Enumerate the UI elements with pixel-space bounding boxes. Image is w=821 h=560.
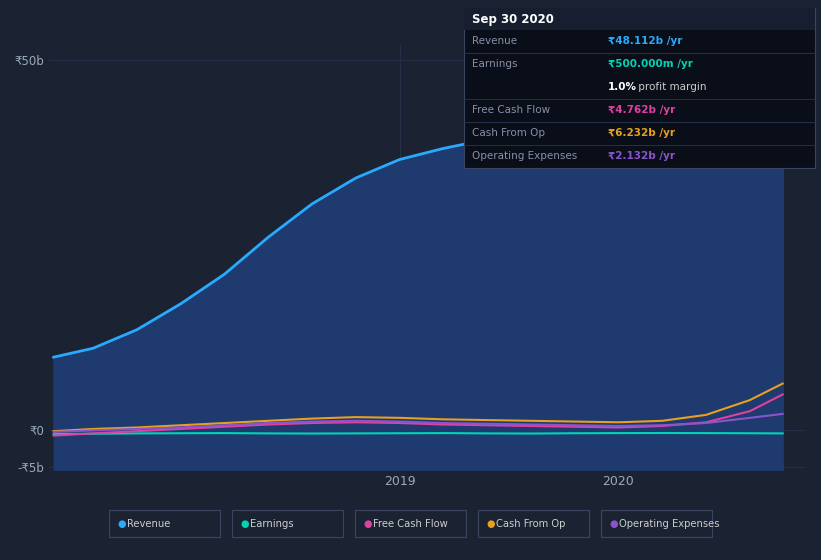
Text: ₹4.762b /yr: ₹4.762b /yr (608, 105, 675, 115)
Text: 1.0%: 1.0% (608, 82, 636, 92)
Text: Cash From Op: Cash From Op (472, 128, 545, 138)
Text: profit margin: profit margin (635, 82, 706, 92)
Text: Revenue: Revenue (126, 519, 170, 529)
Text: ₹48.112b /yr: ₹48.112b /yr (608, 36, 682, 46)
Text: ●: ● (240, 519, 249, 529)
Text: Cash From Op: Cash From Op (496, 519, 566, 529)
Text: ●: ● (487, 519, 495, 529)
Text: Free Cash Flow: Free Cash Flow (472, 105, 550, 115)
Text: Operating Expenses: Operating Expenses (472, 151, 577, 161)
Text: Revenue: Revenue (472, 36, 517, 46)
Text: ₹500.000m /yr: ₹500.000m /yr (608, 59, 692, 69)
Text: Earnings: Earnings (250, 519, 294, 529)
Text: ₹2.132b /yr: ₹2.132b /yr (608, 151, 675, 161)
Text: ●: ● (609, 519, 618, 529)
Text: Sep 30 2020: Sep 30 2020 (472, 13, 554, 26)
Text: Earnings: Earnings (472, 59, 517, 69)
Text: Operating Expenses: Operating Expenses (620, 519, 720, 529)
Text: ₹6.232b /yr: ₹6.232b /yr (608, 128, 675, 138)
Text: Free Cash Flow: Free Cash Flow (373, 519, 448, 529)
Text: ●: ● (364, 519, 372, 529)
Text: ●: ● (117, 519, 126, 529)
